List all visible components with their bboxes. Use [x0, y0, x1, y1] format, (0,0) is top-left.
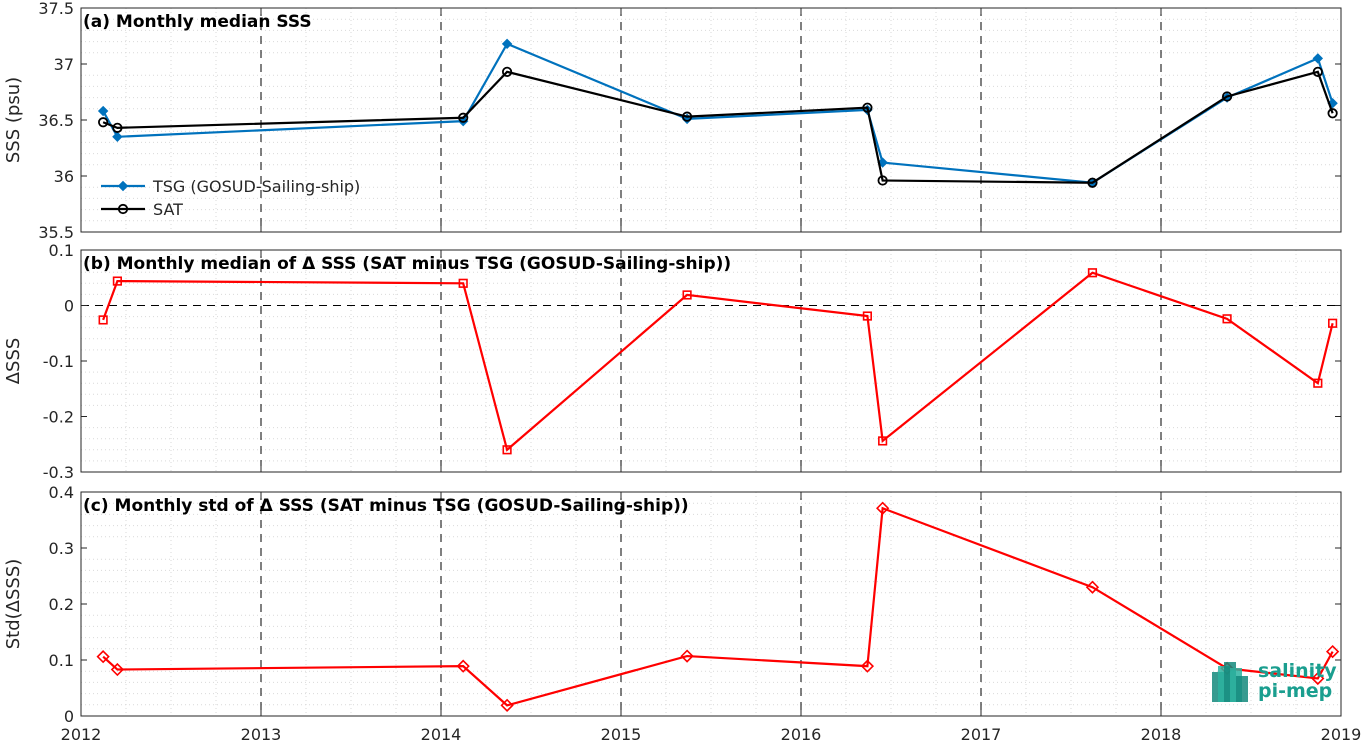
data-point: [458, 112, 469, 123]
logo-text-line2: pi-mep: [1258, 680, 1332, 702]
y-tick-label: -0.3: [43, 463, 74, 482]
series-line: [102, 70, 1334, 184]
data-point: [502, 445, 512, 455]
grid: [81, 492, 1341, 716]
y-tick-label: 0.3: [49, 539, 74, 558]
x-tick-label: 2016: [781, 725, 822, 744]
y-tick-label: 0: [64, 707, 74, 726]
axes-box: [80, 7, 1342, 233]
y-axis-label: ΔSSS: [3, 338, 24, 385]
legend-marker: [117, 180, 129, 192]
data-point: [862, 311, 872, 321]
data-point: [860, 659, 875, 673]
data-point: [96, 650, 110, 664]
x-tick-label: 2013: [241, 725, 282, 744]
x-tick-label: 2018: [1141, 725, 1182, 744]
data-point: [1327, 108, 1338, 119]
series-delta-sss: [96, 501, 1340, 712]
legend-marker: [117, 203, 129, 215]
x-tick-label: 2015: [601, 725, 642, 744]
data-point: [1313, 378, 1323, 388]
x-tick-label: 2019: [1321, 725, 1362, 744]
legend-label: TSG (GOSUD-Sailing-ship): [152, 177, 360, 196]
logo-wave-icon: [1236, 676, 1248, 702]
axes-box: [80, 491, 1342, 717]
y-tick-label: 36: [54, 167, 74, 186]
data-point: [1311, 671, 1325, 686]
y-tick-label: 0.1: [49, 241, 74, 260]
data-point: [98, 315, 108, 325]
data-point: [112, 122, 123, 133]
panel-a: 35.5 36 36.5 37 37.5 SSS (psu) (a) Monthly med…: [3, 0, 1342, 242]
panel-b: -0.3 -0.2 -0.1 0 0.1 ΔSSS (b) Monthly median o…: [3, 241, 1342, 482]
data-point: [878, 436, 888, 446]
data-point: [458, 278, 468, 288]
data-point: [1312, 53, 1324, 64]
data-point: [682, 290, 692, 300]
data-point: [1087, 177, 1098, 188]
data-point: [112, 276, 122, 286]
legend: TSG (GOSUD-Sailing-ship) SAT: [101, 177, 360, 219]
data-point: [98, 117, 109, 128]
y-tick-label: 0.4: [49, 483, 74, 502]
data-point: [1328, 318, 1338, 328]
data-point: [500, 698, 514, 712]
y-axis-label: Std(ΔSSS): [3, 559, 24, 650]
series-line: [102, 506, 1334, 707]
y-tick-label: -0.1: [43, 352, 74, 371]
x-tick-label: 2014: [421, 725, 462, 744]
data-point: [1222, 314, 1232, 324]
y-tick-label: 37: [54, 55, 74, 74]
data-point: [501, 38, 513, 50]
y-tick-label: 0: [64, 297, 74, 316]
x-tick-label: 2012: [61, 725, 102, 744]
data-point: [110, 662, 125, 677]
y-axis-label: SSS (psu): [3, 77, 24, 163]
data-point: [1221, 91, 1233, 102]
data-point: [112, 131, 123, 143]
data-point: [681, 111, 693, 122]
y-tick-label: -0.2: [43, 408, 74, 427]
data-point: [680, 649, 694, 663]
panels: 35.5 36 36.5 37 37.5 SSS (psu) (a) Monthly med…: [3, 0, 1361, 744]
y-tick-label: 0.2: [49, 595, 74, 614]
series-line: [102, 271, 1334, 452]
y-tick-label: 0.1: [49, 651, 74, 670]
logo-text-line1: salinity: [1258, 660, 1337, 682]
data-point: [97, 105, 109, 117]
data-point: [1085, 580, 1100, 594]
data-point: [1087, 268, 1098, 278]
data-point: [877, 175, 888, 186]
x-tick-label: 2017: [961, 725, 1002, 744]
panel-title: (c) Monthly std of Δ SSS (SAT minus TSG …: [83, 496, 689, 516]
data-point: [456, 659, 470, 673]
legend-label: SAT: [153, 200, 183, 219]
panel-c: 0 0.1 0.2 0.3 0.4 2012 2013 2014 2015 2016 2017 201…: [3, 483, 1361, 744]
data-point: [862, 102, 873, 113]
data-point: [1325, 644, 1340, 659]
data-point: [1312, 66, 1323, 77]
axes-box: [80, 249, 1342, 473]
data-point: [876, 501, 890, 515]
data-point: [501, 66, 513, 77]
panel-title: (b) Monthly median of Δ SSS (SAT minus T…: [83, 254, 731, 274]
y-tick-label: 37.5: [38, 0, 74, 18]
series-delta-sss: [98, 268, 1338, 455]
panel-title: (a) Monthly median SSS: [83, 12, 312, 32]
series-sat: [98, 66, 1338, 188]
y-tick-label: 36.5: [38, 111, 74, 130]
y-tick-label: 35.5: [38, 223, 74, 242]
